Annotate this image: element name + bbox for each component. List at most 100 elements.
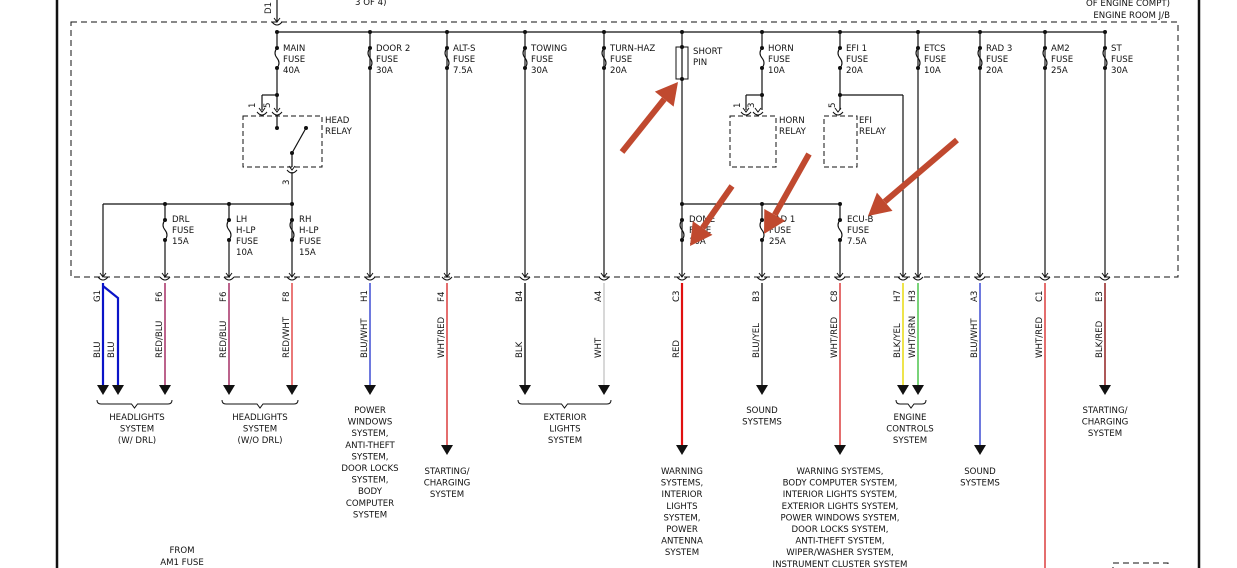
connector-id-label: A4 — [594, 291, 604, 302]
connector-id-label: F6 — [155, 292, 165, 302]
destination-label: INTERIOR LIGHTS SYSTEM, — [783, 490, 897, 500]
fuse-icon — [226, 219, 232, 241]
head-relay-pin-5-arrow — [273, 107, 281, 113]
relay-pin-label: 1 — [733, 103, 743, 108]
from-am1-fuse-label: AM1 FUSE — [160, 558, 204, 568]
head-relay-pin-1-arrow — [258, 107, 266, 113]
fuse-label: ECU-B — [847, 215, 874, 225]
engine-controls-brace — [895, 399, 927, 409]
fuse-label: FUSE — [376, 55, 398, 65]
wire-connector-c3-arrow — [678, 272, 686, 278]
wire-end-arrow — [112, 385, 124, 395]
wire-connector-f6-arrow — [225, 272, 233, 278]
fuse-label: DRL — [172, 215, 190, 225]
head-relay-label: HEAD — [325, 116, 350, 126]
horn-relay-pin-3 — [752, 111, 764, 116]
wire-connector-c1 — [1039, 276, 1051, 281]
wire-connector-g1-arrow — [99, 272, 107, 278]
efi-relay-pin-5-arrow — [834, 107, 842, 113]
fuse-label: RAD 3 — [986, 44, 1012, 54]
connector-id-label: H3 — [908, 290, 918, 302]
fuse-label: 7.5A — [847, 237, 867, 247]
wire-connector-a3 — [974, 276, 986, 281]
connector-id-label: G1 — [93, 290, 103, 302]
headlights-no-drl-brace — [221, 399, 299, 409]
fuse-label: 25A — [769, 237, 786, 247]
connector-id-label: H1 — [360, 290, 370, 302]
wire-color-label: RED — [672, 340, 682, 358]
horn-relay-pin-1-arrow — [742, 107, 750, 113]
d1-connector — [271, 21, 283, 26]
destination-label: CONTROLS — [886, 425, 933, 435]
fuse-label: HORN — [768, 44, 794, 54]
destination-label: SYSTEM, — [664, 513, 701, 523]
fuse-label: FUSE — [847, 226, 869, 236]
fuse-icon — [289, 219, 295, 241]
destination-label: SYSTEMS — [742, 418, 782, 428]
annotation-arrow-short-pin — [619, 97, 667, 154]
destination-label: WARNING — [661, 467, 703, 477]
wire-end-arrow — [598, 385, 610, 395]
exterior-lights-brace — [517, 399, 612, 409]
fuse-label: 15A — [172, 237, 189, 247]
wire-connector-h7 — [897, 276, 909, 281]
wire-connector-f6-arrow — [161, 272, 169, 278]
destination-label: POWER — [354, 406, 386, 416]
destination-label: SYSTEM — [430, 490, 464, 500]
wire-connector-c8-arrow — [836, 272, 844, 278]
destination-label: SYSTEMS — [960, 479, 1000, 489]
fuse-icon — [162, 219, 168, 241]
connector-id-label: F8 — [282, 292, 292, 302]
fuse-label: MAIN — [283, 44, 305, 54]
destination-label: ANTI-THEFT — [345, 441, 395, 451]
fuse-label: FUSE — [768, 55, 790, 65]
destination-label: SYSTEM, — [352, 452, 389, 462]
fuse-label: 25A — [1051, 66, 1068, 76]
wire-end-arrow — [912, 385, 924, 395]
from-am1-fuse-label: FROM — [169, 546, 194, 556]
destination-label: SOUND — [964, 467, 996, 477]
wire-connector-h1-arrow — [366, 272, 374, 278]
connector-id-label: F6 — [219, 292, 229, 302]
wire-connector-c1-arrow — [1041, 272, 1049, 278]
wire-connector-g1 — [97, 276, 109, 281]
fuse-label: AM2 — [1051, 44, 1070, 54]
destination-label: SYSTEM, — [352, 429, 389, 439]
wire-color-label: WHT/RED — [437, 316, 447, 358]
wire-end-arrow — [897, 385, 909, 395]
annotation-arrow-short-pin-head — [654, 82, 678, 107]
junction-block-title: OF ENGINE COMPT) — [1086, 0, 1170, 9]
junction-dot — [680, 202, 684, 206]
destination-label: SYSTEM — [243, 425, 277, 435]
annotation-arrow-rad1-fuse-head — [764, 208, 786, 234]
wire-color-label: WHT/RED — [830, 316, 840, 358]
fuse-label: 20A — [610, 66, 627, 76]
fuse-label: FUSE — [531, 55, 553, 65]
connector-id-label: H7 — [893, 290, 903, 302]
relay-pin-label: 5 — [828, 103, 838, 108]
head-relay-pin-5 — [271, 111, 283, 116]
fuse-label: FUSE — [453, 55, 475, 65]
wire-end-arrow — [756, 385, 768, 395]
fuse-label: H-LP — [236, 226, 256, 236]
wire-blu-branch — [102, 285, 120, 385]
fuse-label: TOWING — [530, 44, 567, 54]
wire-connector-e3-arrow — [1101, 272, 1109, 278]
fuse-label: FUSE — [846, 55, 868, 65]
destination-label: (W/O DRL) — [238, 436, 283, 446]
wire-color-label: BLU/YEL — [752, 323, 762, 358]
horn-relay-pin-1 — [740, 111, 752, 116]
fuse-label: FUSE — [236, 237, 258, 247]
wire-color-label: BLU — [93, 341, 103, 358]
destination-label: SYSTEM, — [352, 476, 389, 486]
fuse-label: EFI 1 — [846, 44, 867, 54]
destination-label: HEADLIGHTS — [109, 413, 165, 423]
wire-connector-b4-arrow — [521, 272, 529, 278]
destination-label: HEADLIGHTS — [232, 413, 288, 423]
fuse-icon — [759, 219, 765, 241]
wire-end-arrow — [364, 385, 376, 395]
annotation-arrow-ecub-fuse-head — [868, 192, 893, 216]
wire-end-arrow — [286, 385, 298, 395]
wire-color-label: RED/BLU — [219, 321, 229, 358]
wire-connector-h7-arrow — [899, 272, 907, 278]
